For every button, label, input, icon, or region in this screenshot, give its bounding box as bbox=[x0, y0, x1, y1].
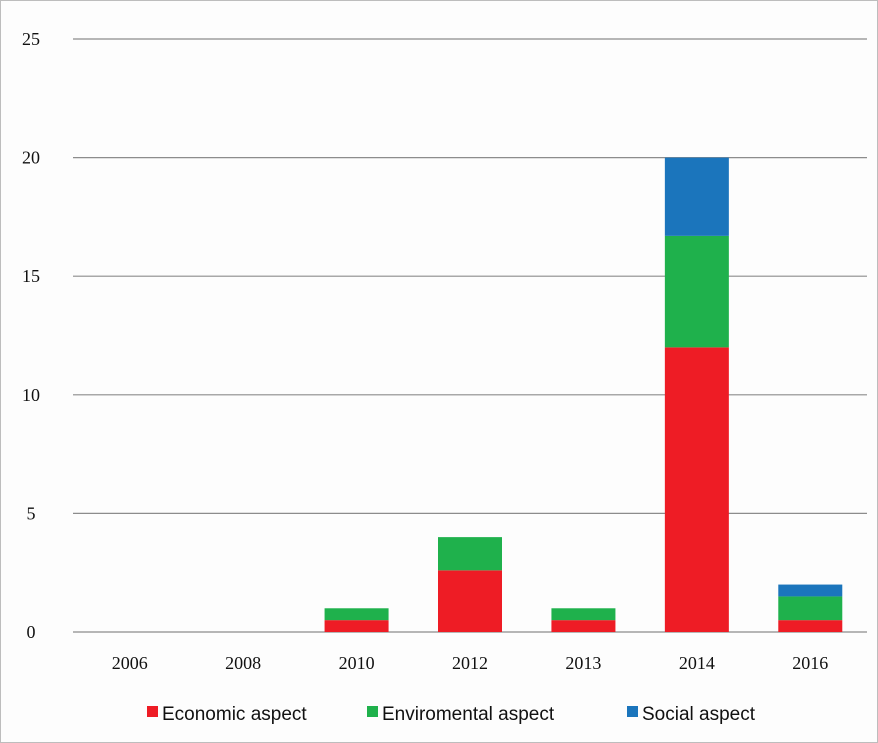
x-tick-label: 2016 bbox=[792, 653, 828, 673]
bars bbox=[324, 157, 843, 632]
bar-segment bbox=[778, 596, 843, 621]
bar-segment bbox=[778, 584, 843, 597]
legend-swatch bbox=[367, 706, 378, 717]
bar-segment bbox=[551, 608, 616, 621]
y-tick-label: 10 bbox=[22, 385, 40, 405]
bar-segment bbox=[664, 157, 729, 236]
bar-segment bbox=[438, 570, 502, 632]
y-tick-label: 5 bbox=[27, 503, 36, 523]
legend-label: Social aspect bbox=[642, 704, 756, 725]
y-tick-label: 15 bbox=[22, 266, 40, 286]
gridlines bbox=[73, 38, 867, 633]
legend-swatch bbox=[627, 706, 638, 717]
x-tick-label: 2008 bbox=[225, 653, 261, 673]
bar-segment bbox=[778, 620, 843, 632]
x-tick-label: 2013 bbox=[565, 653, 601, 673]
x-tick-label: 2014 bbox=[679, 653, 715, 673]
legend: Economic aspect Enviromental aspect Social… bbox=[147, 704, 756, 725]
x-axis-ticks: 2006 2008 2010 2012 2013 2014 2016 bbox=[112, 653, 829, 673]
legend-swatch bbox=[147, 706, 158, 717]
bar-segment bbox=[438, 537, 502, 571]
y-tick-label: 20 bbox=[22, 148, 40, 168]
legend-label: Enviromental aspect bbox=[382, 704, 555, 725]
bar-segment bbox=[324, 620, 389, 632]
bar-segment bbox=[551, 620, 616, 632]
y-axis-ticks: 0 5 10 15 20 25 bbox=[22, 29, 40, 642]
bar-segment bbox=[664, 235, 729, 348]
bar-segment bbox=[664, 347, 729, 632]
y-tick-label: 25 bbox=[22, 29, 40, 49]
x-tick-label: 2006 bbox=[112, 653, 148, 673]
x-tick-label: 2012 bbox=[452, 653, 488, 673]
legend-label: Economic aspect bbox=[162, 704, 307, 725]
x-tick-label: 2010 bbox=[339, 653, 375, 673]
y-tick-label: 0 bbox=[27, 622, 36, 642]
bar-segment bbox=[324, 608, 389, 621]
